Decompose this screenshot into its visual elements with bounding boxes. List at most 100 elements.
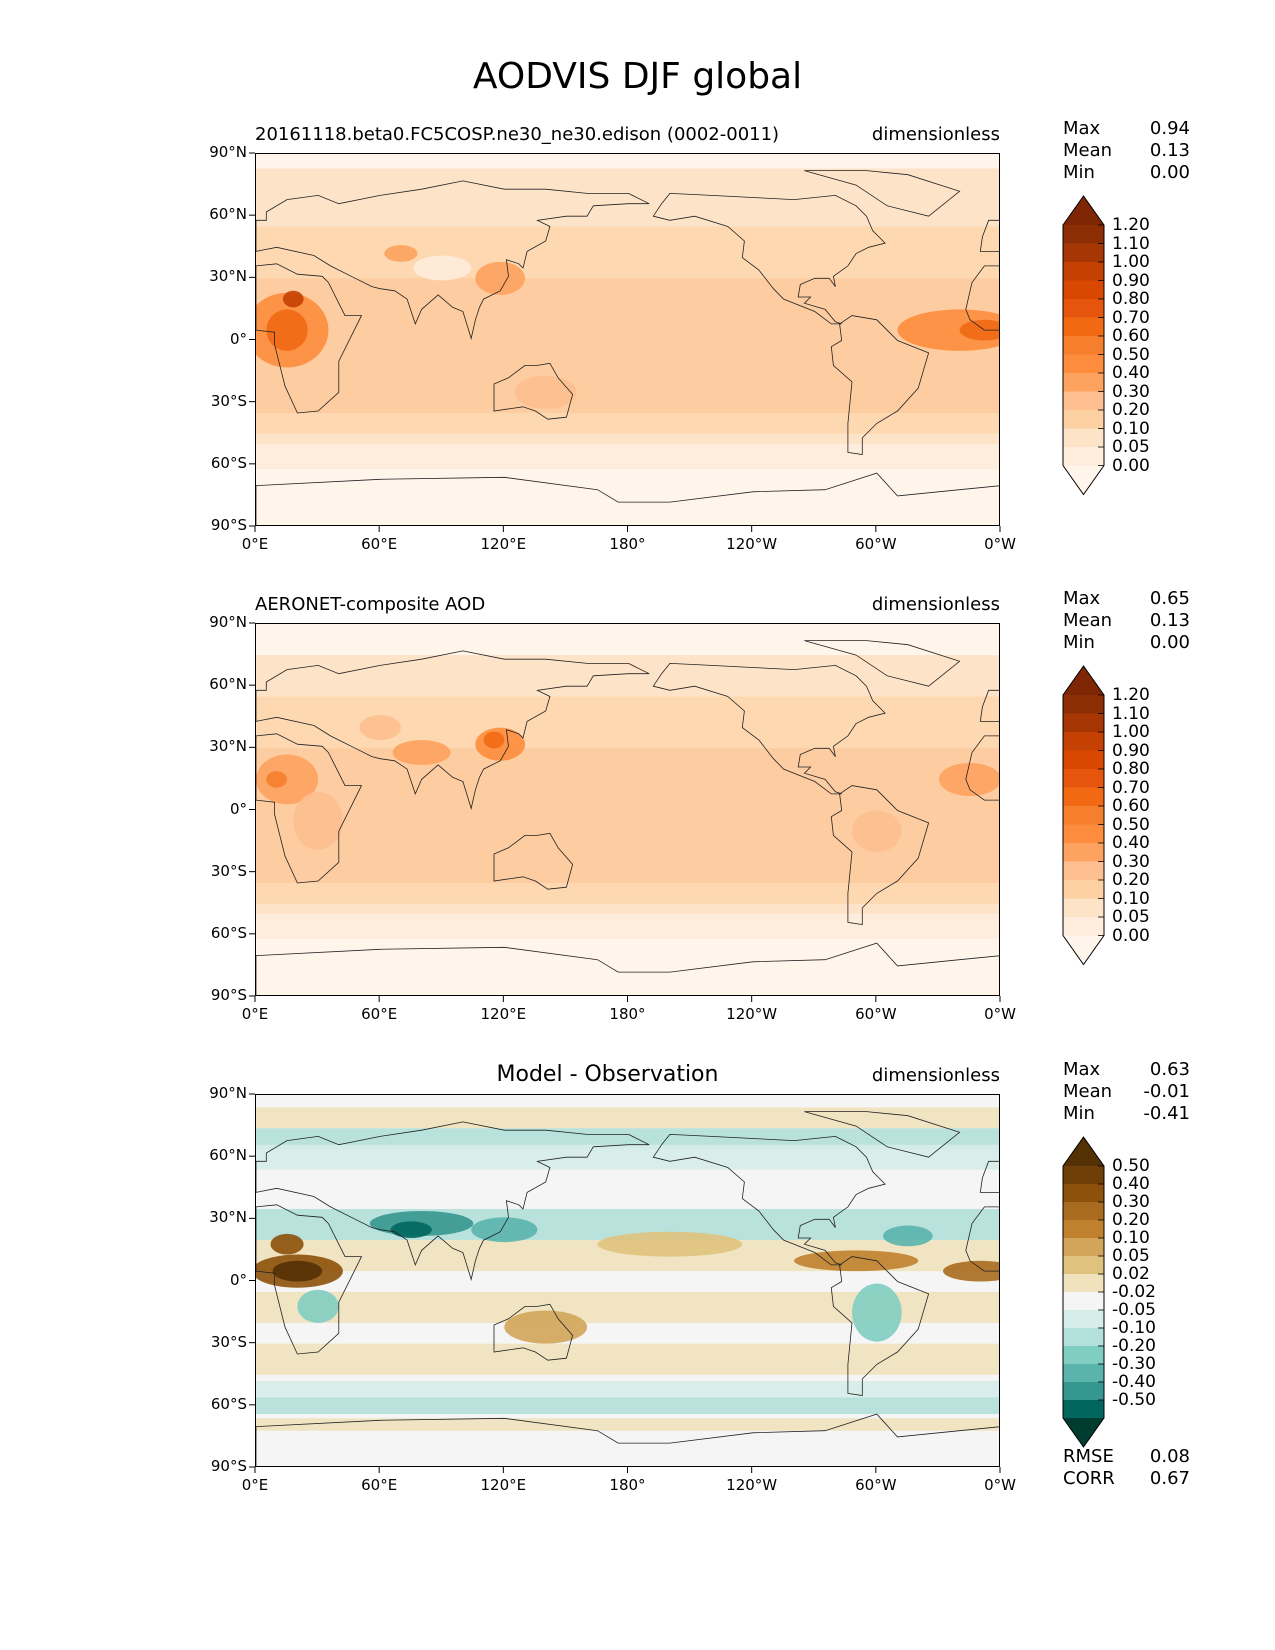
colorbar-segment xyxy=(1063,806,1104,825)
coastline-0 xyxy=(256,733,363,884)
x-tick-label: 0°E xyxy=(241,535,269,553)
coastline-4 xyxy=(652,662,886,795)
y-tick-label: 30°S xyxy=(210,861,247,880)
colorbar-segment xyxy=(1063,317,1104,337)
y-tick-label: 60°S xyxy=(210,923,247,942)
coastline-4 xyxy=(652,1133,886,1266)
panel-title: 20161118.beta0.FC5COSP.ne30_ne30.edison … xyxy=(255,124,780,145)
colorbar-segment xyxy=(1063,410,1104,429)
x-tick-label: 60°E xyxy=(361,1005,398,1023)
stat-label: Min xyxy=(1063,632,1095,653)
colorbar-label: 0.10 xyxy=(1112,1228,1150,1248)
stat-label: Min xyxy=(1063,162,1095,183)
stat-value: 0.13 xyxy=(1149,140,1190,161)
coastline-2 xyxy=(256,650,650,810)
colorbar-label: -0.40 xyxy=(1112,1372,1156,1392)
field-layer xyxy=(256,1095,999,1466)
coastline-7 xyxy=(804,170,961,217)
y-tick-label: 90°N xyxy=(209,143,247,161)
colorbar-label: -0.05 xyxy=(1112,1300,1156,1320)
colorbar-segment xyxy=(1063,1346,1104,1365)
colorbar-segment xyxy=(1063,861,1104,881)
colorbar-segment xyxy=(1063,1166,1104,1185)
stat-label: Max xyxy=(1063,588,1101,609)
colorbar-segment xyxy=(1063,1274,1104,1293)
panel-title: AERONET-composite AOD xyxy=(255,594,486,615)
colorbar-outline xyxy=(1062,1136,1105,1448)
y-tick-label: 30°N xyxy=(209,737,247,756)
colorbar-label: 0.50 xyxy=(1112,344,1150,365)
colorbar-label: 0.90 xyxy=(1112,740,1150,761)
y-tick-label: 0° xyxy=(229,799,247,818)
coastline-1 xyxy=(965,735,999,801)
colorbar-segment xyxy=(1063,262,1104,281)
colorbar-segment xyxy=(1063,917,1104,936)
y-tick-label: 0° xyxy=(229,329,247,348)
coastline-4 xyxy=(652,192,886,325)
colorbar-label: 0.10 xyxy=(1112,888,1150,909)
colorbar-label: 0.80 xyxy=(1112,289,1150,309)
y-tick-label: 0° xyxy=(229,1270,247,1289)
colorbar-label: -0.02 xyxy=(1112,1282,1156,1302)
colorbar-segment xyxy=(1063,695,1104,714)
coastline-7 xyxy=(804,1111,961,1158)
stat-label: Max xyxy=(1063,118,1101,139)
x-tick-label: 120°E xyxy=(480,1476,527,1494)
colorbar-segment xyxy=(1063,447,1104,466)
coastline-5 xyxy=(830,315,930,455)
y-tick-label: 60°N xyxy=(209,205,247,224)
colorbar-extend-min xyxy=(1063,465,1104,495)
y-tick-label: 30°N xyxy=(209,267,247,286)
colorbar-extend-min xyxy=(1063,935,1104,965)
stat-value: 0.00 xyxy=(1149,162,1190,183)
extra-stat-label: RMSE xyxy=(1063,1446,1114,1467)
y-tick-label: 90°N xyxy=(209,613,247,631)
x-tick-label: 120°W xyxy=(726,1005,778,1023)
coastline-6 xyxy=(493,832,574,890)
colorbar-segment xyxy=(1063,1310,1104,1329)
coastline-1 xyxy=(965,1206,999,1272)
coastline-0 xyxy=(256,1204,363,1355)
panel-units: dimensionless xyxy=(871,1065,1000,1086)
colorbar-label: 0.30 xyxy=(1112,1192,1150,1212)
stat-value: 0.94 xyxy=(1149,118,1190,139)
y-tick-label: 30°S xyxy=(210,391,247,410)
extra-stat-value: 0.08 xyxy=(1149,1446,1190,1467)
colorbar-segment xyxy=(1063,880,1104,899)
stat-value: 0.13 xyxy=(1149,610,1190,631)
colorbar-label: 0.02 xyxy=(1112,1264,1150,1284)
coastline-layer xyxy=(256,1111,999,1466)
extra-stat-value: 0.67 xyxy=(1149,1468,1190,1489)
y-tick-label: 90°S xyxy=(210,1457,247,1475)
stat-value: -0.41 xyxy=(1143,1103,1190,1124)
colorbar-label: 0.05 xyxy=(1112,1246,1150,1266)
colorbar-segment xyxy=(1063,1238,1104,1257)
stat-label: Max xyxy=(1063,1059,1101,1080)
map-plot-area xyxy=(255,623,1000,996)
y-tick-label: 60°S xyxy=(210,453,247,472)
colorbar-label: 0.90 xyxy=(1112,270,1150,291)
colorbar-label: 0.20 xyxy=(1112,1210,1150,1230)
x-tick-label: 60°E xyxy=(361,1476,398,1494)
colorbar-segment xyxy=(1063,898,1104,918)
y-tick-label: 90°S xyxy=(210,986,247,1004)
colorbar-segment xyxy=(1063,769,1104,788)
panel-units: dimensionless xyxy=(871,124,1000,145)
colorbar-segment xyxy=(1063,1256,1104,1275)
colorbar-label: 0.80 xyxy=(1112,759,1150,779)
colorbar-extend-max xyxy=(1063,666,1104,695)
colorbar-label: 0.70 xyxy=(1112,777,1150,798)
colorbar-label: 0.40 xyxy=(1112,833,1150,853)
coastline-layer xyxy=(256,640,999,995)
x-tick-label: 60°E xyxy=(361,535,398,553)
colorbar-segment xyxy=(1063,373,1104,392)
colorbar-extend-max xyxy=(1063,1137,1104,1166)
colorbar-segment xyxy=(1063,1220,1104,1239)
colorbar-label: 0.50 xyxy=(1112,1156,1150,1176)
coastline-5 xyxy=(830,785,930,925)
coastline-3 xyxy=(979,689,999,722)
colorbar-label: 0.05 xyxy=(1112,907,1150,927)
coastline-layer xyxy=(256,170,999,525)
stat-label: Mean xyxy=(1063,1081,1113,1102)
colorbar-segment xyxy=(1063,299,1104,318)
